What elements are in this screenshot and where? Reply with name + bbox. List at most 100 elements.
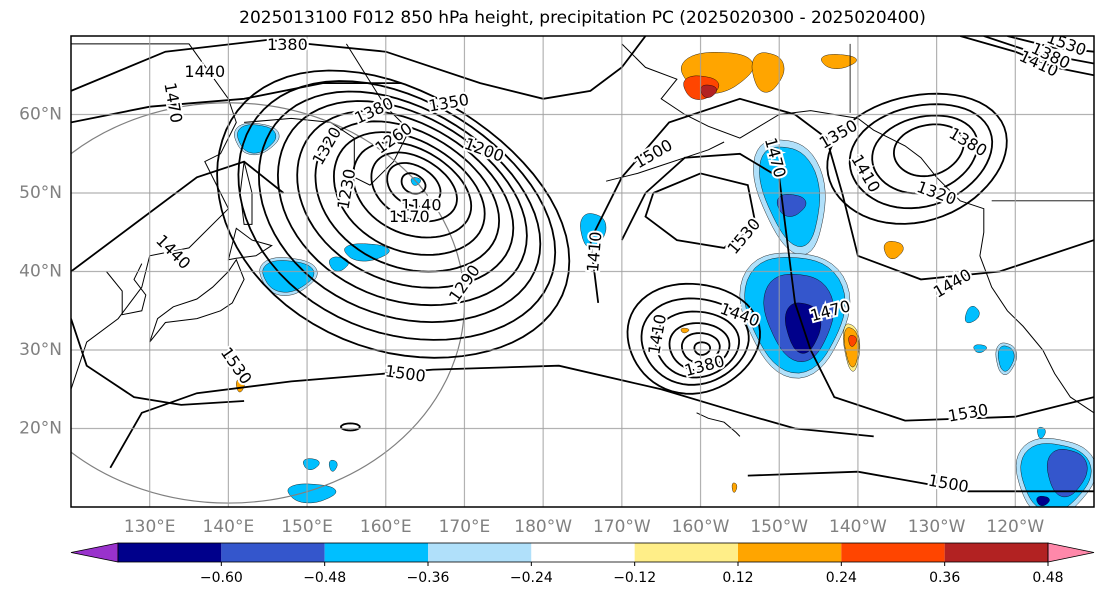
height-contour — [892, 123, 965, 178]
precip-anomaly-positive — [843, 327, 860, 368]
lon-tick-label: 140°E — [203, 517, 255, 537]
colorbar-extend-high — [1047, 542, 1095, 563]
height-contour — [257, 90, 542, 324]
colorbar-tick-label: −0.24 — [510, 570, 553, 586]
contour-label: 1290 — [445, 261, 484, 305]
colorbar-tick-label: 0.36 — [929, 570, 960, 586]
precip-anomaly-positive — [821, 54, 857, 69]
map-frame — [70, 35, 1095, 508]
height-contour — [589, 97, 1094, 304]
precip-anomaly-negative — [965, 306, 980, 323]
height-contour — [848, 103, 994, 210]
height-contour — [339, 422, 361, 432]
colorbar-extend-low — [70, 542, 119, 563]
lon-tick-label: 130°E — [124, 517, 176, 537]
colorbar-tick-label: −0.48 — [303, 570, 346, 586]
height-contour — [983, 36, 1094, 65]
lon-tick-label: 150°E — [281, 517, 333, 537]
precip-anomaly-negative — [998, 345, 1015, 372]
colorbar-segment — [944, 543, 1048, 562]
colorbar-segment — [428, 543, 532, 562]
lat-tick-label: 50°N — [19, 183, 62, 203]
precip-anomaly-positive — [848, 335, 857, 347]
lat-tick-label: 40°N — [19, 262, 62, 282]
colorbar-frame — [117, 542, 1049, 563]
lat-tick-label: 20°N — [19, 419, 62, 439]
height-contour — [370, 151, 458, 223]
colorbar-segment — [841, 543, 945, 562]
contour-label: 1410 — [847, 151, 884, 196]
precip-anomaly-positive — [680, 327, 690, 334]
precip-anomaly-positive — [883, 241, 904, 260]
colorbar-segment — [531, 543, 635, 562]
precip-anomaly-positive — [700, 84, 717, 98]
height-contour — [1007, 36, 1094, 53]
contour-label: 1200 — [462, 134, 507, 166]
height-contour — [654, 310, 741, 379]
height-contour — [352, 141, 473, 239]
colorbar-segment — [118, 543, 222, 562]
precip-anomaly-positive — [751, 52, 785, 93]
height-contour — [71, 82, 402, 124]
contour-label: 1410 — [583, 231, 605, 273]
height-contour — [668, 322, 731, 372]
colorbar: −0.60 −0.48 −0.36 −0.24 −0.12 0.12 0.24 0.36 0.4… — [70, 542, 1095, 586]
contour-label: 1380 — [267, 35, 308, 54]
colorbar-tick-label: −0.12 — [613, 570, 656, 586]
kamchatka-coastline — [244, 43, 411, 186]
height-contour — [296, 110, 515, 289]
height-contour — [640, 297, 750, 386]
height-contour — [959, 36, 1094, 77]
precip-anomaly-negative — [237, 124, 277, 154]
precip-anomaly-negative — [303, 458, 320, 470]
contour-label: 1500 — [384, 361, 427, 385]
precip-anomaly-negative — [777, 194, 807, 217]
contour-label: 1260 — [372, 119, 416, 158]
height-contour — [71, 36, 647, 100]
korea-coastline — [106, 263, 147, 316]
height-contour — [826, 92, 1008, 225]
precip-anomaly-positive — [731, 482, 738, 493]
aleutian-chain — [605, 141, 725, 182]
lon-tick-label: 120°W — [986, 517, 1044, 537]
height-contour — [237, 80, 557, 341]
hokkaido-coastline — [227, 227, 273, 261]
precip-anomaly-negative — [329, 460, 338, 472]
contour-label: 1470 — [160, 81, 186, 124]
chart-title: 2025013100 F012 850 hPa height, precipit… — [239, 8, 926, 28]
contour-label: 1530 — [723, 214, 764, 257]
lon-tick-label: 180°W — [514, 517, 572, 537]
contour-label: 1170 — [389, 207, 430, 226]
colorbar-segment — [324, 543, 428, 562]
lat-tick-label: 30°N — [19, 340, 62, 360]
precip-anomaly-negative — [973, 344, 987, 353]
height-contour — [386, 162, 442, 208]
height-contour — [276, 100, 528, 307]
lon-tick-label: 160°W — [672, 517, 730, 537]
contour-label: 1230 — [334, 167, 360, 210]
contour-label: 1350 — [816, 116, 861, 153]
colorbar-segment — [221, 543, 325, 562]
contour-label: 1380 — [946, 124, 991, 161]
height-contour — [626, 282, 761, 395]
colorbar-tick-label: 0.12 — [722, 570, 753, 586]
gridlines — [71, 36, 1094, 507]
height-contour — [693, 341, 711, 356]
precip-anomaly-negative — [287, 483, 337, 504]
colorbar-tick-label: 0.48 — [1032, 570, 1063, 586]
height-contour — [216, 69, 571, 359]
colorbar-segment — [738, 543, 842, 562]
precip-anomaly-negative — [344, 243, 390, 262]
contour-label: 1440 — [184, 62, 225, 81]
lon-tick-label: 130°W — [908, 517, 966, 537]
height-contour — [680, 332, 721, 364]
colorbar-tick-label: 0.24 — [826, 570, 857, 586]
colorbar-tick-label: −0.60 — [200, 570, 243, 586]
contour-label: 1500 — [927, 471, 970, 497]
lon-tick-label: 170°W — [593, 517, 651, 537]
lat-tick-label: 60°N — [19, 105, 62, 125]
colorbar-segment — [634, 543, 738, 562]
